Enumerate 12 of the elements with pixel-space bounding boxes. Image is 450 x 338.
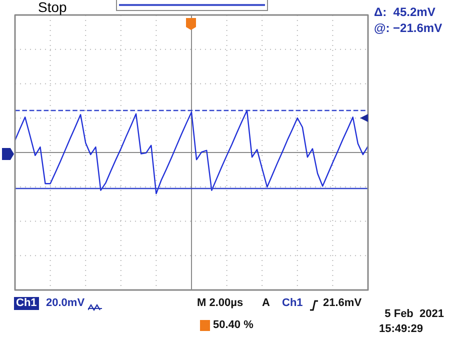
text: Ch1 [282,297,303,310]
text: 15:49:29 [379,323,424,336]
text: A [262,297,270,310]
text: Ch1 [14,297,39,310]
text: Δ: 45.2mV [374,5,436,19]
text: M 2.00µs [197,297,244,310]
text: 21.6mV [323,297,362,310]
text: @: −21.6mV [374,21,442,35]
text: 50.40 % [213,319,254,332]
text: Stop [38,0,67,15]
text: 5 Feb 2021 [384,308,444,321]
text: 20.0mV [46,297,85,310]
